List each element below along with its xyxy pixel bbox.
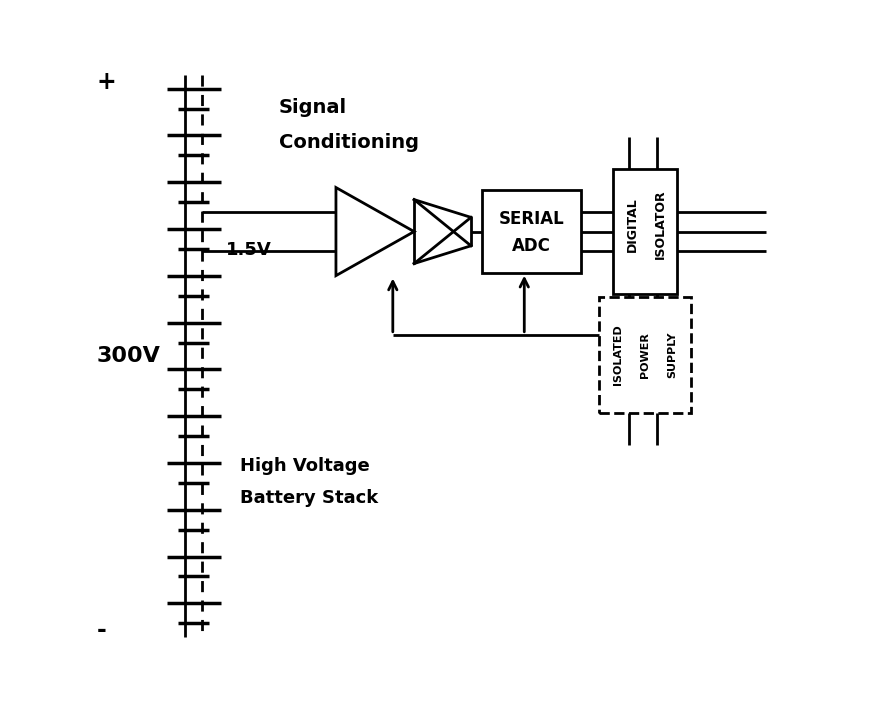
Polygon shape bbox=[336, 188, 414, 275]
Text: ADC: ADC bbox=[511, 237, 550, 255]
Text: DIGITAL: DIGITAL bbox=[625, 197, 638, 252]
Text: +: + bbox=[96, 70, 116, 94]
Text: ISOLATOR: ISOLATOR bbox=[653, 190, 667, 260]
Bar bbox=[481, 191, 581, 273]
Text: 300V: 300V bbox=[96, 346, 160, 366]
Bar bbox=[612, 169, 676, 294]
Text: ISOLATED: ISOLATED bbox=[612, 324, 623, 385]
Bar bbox=[598, 297, 690, 413]
Text: POWER: POWER bbox=[639, 332, 649, 377]
Text: High Voltage: High Voltage bbox=[239, 457, 369, 475]
Text: -: - bbox=[96, 618, 106, 641]
Text: Signal: Signal bbox=[279, 98, 346, 116]
Text: Battery Stack: Battery Stack bbox=[239, 489, 378, 507]
Text: SUPPLY: SUPPLY bbox=[667, 331, 676, 378]
Text: 1.5V: 1.5V bbox=[225, 241, 271, 259]
Text: SERIAL: SERIAL bbox=[498, 210, 564, 228]
Text: Conditioning: Conditioning bbox=[279, 133, 418, 152]
